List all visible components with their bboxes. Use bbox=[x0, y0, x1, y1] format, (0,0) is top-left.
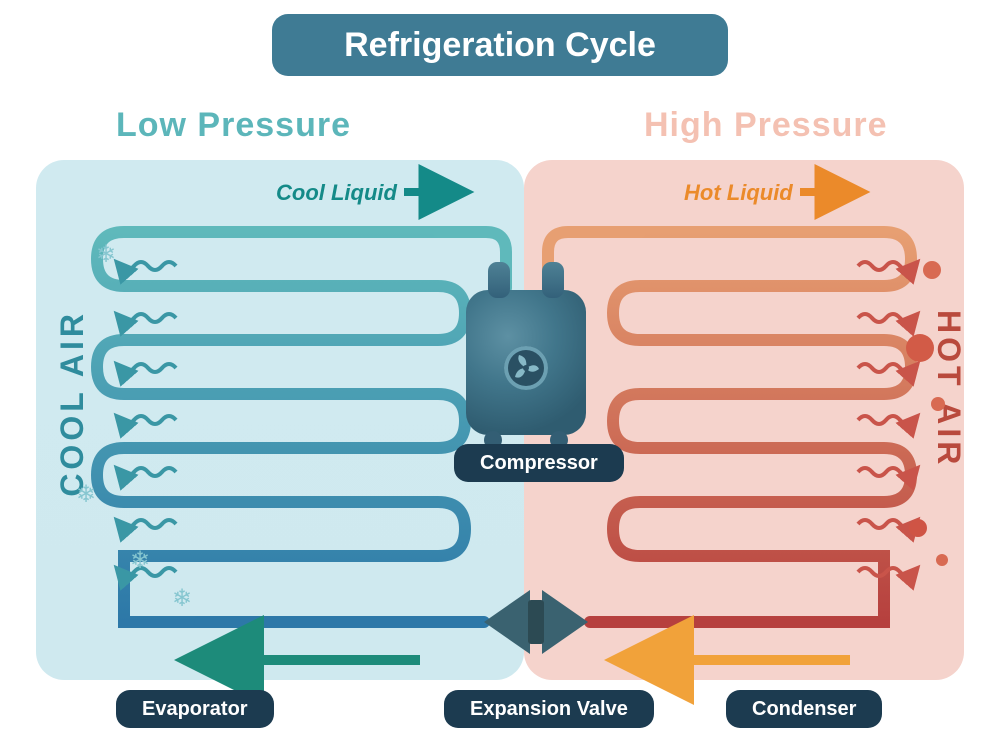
cool-squiggle-icon bbox=[120, 314, 176, 322]
cool-squiggle-icon bbox=[120, 262, 176, 270]
snowflake-icon: ❄ bbox=[76, 480, 96, 509]
hot-air-squiggles bbox=[858, 262, 914, 576]
expansion-valve-icon bbox=[484, 590, 588, 654]
condenser-label: Condenser bbox=[726, 690, 882, 728]
hot-dot-icon bbox=[931, 397, 945, 411]
snowflake-icon: ❄ bbox=[172, 584, 192, 613]
hot-dot-icon bbox=[906, 334, 934, 362]
compressor-label: Compressor bbox=[454, 444, 624, 482]
hot-dot-icon bbox=[936, 554, 948, 566]
evaporator-label: Evaporator bbox=[116, 690, 274, 728]
expansion-valve-label: Expansion Valve bbox=[444, 690, 654, 728]
compressor-label-text: Compressor bbox=[480, 452, 598, 475]
diagram-root: { "title": "Refrigeration Cycle", "title… bbox=[0, 0, 1000, 736]
hot-dot-icon bbox=[909, 519, 927, 537]
cool-air-squiggles bbox=[120, 262, 176, 576]
hot-squiggle-icon bbox=[858, 520, 914, 528]
compressor-icon bbox=[466, 290, 586, 435]
evaporator-label-text: Evaporator bbox=[142, 698, 248, 721]
hot-dot-icon bbox=[923, 261, 941, 279]
cool-squiggle-icon bbox=[120, 416, 176, 424]
evaporator-coil bbox=[97, 232, 465, 622]
cool-squiggle-icon bbox=[120, 468, 176, 476]
hot-squiggle-icon bbox=[858, 568, 914, 576]
condenser-label-text: Condenser bbox=[752, 698, 856, 721]
cool-squiggle-icon bbox=[120, 364, 176, 372]
hot-squiggle-icon bbox=[858, 314, 914, 322]
compressor-fan-icon bbox=[504, 346, 548, 390]
condenser-coil bbox=[613, 232, 911, 622]
snowflake-icon: ❄ bbox=[96, 240, 116, 269]
cool-squiggle-icon bbox=[120, 520, 176, 528]
snowflake-icon: ❄ bbox=[130, 546, 150, 575]
hot-squiggle-icon bbox=[858, 416, 914, 424]
expansion-valve-label-text: Expansion Valve bbox=[470, 698, 628, 721]
